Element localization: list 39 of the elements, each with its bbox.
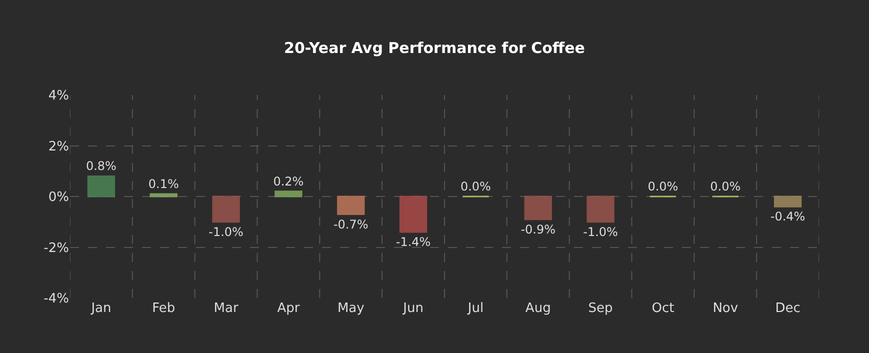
bar	[274, 190, 302, 198]
x-tick-label: Oct	[652, 301, 674, 316]
data-label: 0.0%	[710, 180, 741, 194]
x-tick-label: Jul	[466, 301, 484, 316]
data-label: -0.7%	[333, 217, 368, 232]
y-tick-label: 4%	[48, 88, 69, 104]
data-label: -1.0%	[583, 224, 618, 239]
data-label: 0.1%	[148, 176, 179, 191]
bar	[586, 196, 614, 223]
x-tick-label: Jan	[90, 301, 112, 316]
data-label: -0.4%	[770, 210, 806, 224]
y-tick-label: 0%	[48, 190, 69, 206]
y-tick-label: -4%	[44, 292, 69, 307]
data-label: 0.8%	[86, 159, 116, 174]
x-tick-label: Sep	[588, 301, 613, 316]
x-tick-label: Nov	[712, 301, 738, 316]
y-tick-label: -2%	[44, 240, 69, 256]
data-label: -1.4%	[396, 235, 431, 250]
bar	[337, 196, 365, 216]
data-label: 0.0%	[460, 180, 491, 194]
bar	[212, 196, 240, 223]
x-tick-label: Feb	[152, 301, 176, 316]
x-tick-label: Mar	[214, 301, 239, 316]
x-tick-label: Jun	[402, 301, 424, 316]
bar	[524, 196, 552, 220]
x-tick-label: Apr	[277, 301, 300, 316]
data-label: -1.0%	[208, 224, 244, 239]
x-tick-label: Aug	[525, 301, 551, 316]
chart-title: 20-Year Avg Performance for Coffee	[284, 38, 585, 57]
bar	[87, 175, 116, 198]
data-label: 0.2%	[273, 174, 304, 188]
data-label: 0.0%	[648, 180, 678, 194]
bar	[150, 193, 178, 198]
x-tick-label: May	[337, 301, 365, 316]
bar	[774, 196, 802, 208]
y-tick-label: 2%	[48, 139, 69, 154]
data-label: -0.9%	[520, 222, 556, 236]
bar	[399, 196, 428, 233]
x-tick-label: Dec	[775, 301, 800, 316]
